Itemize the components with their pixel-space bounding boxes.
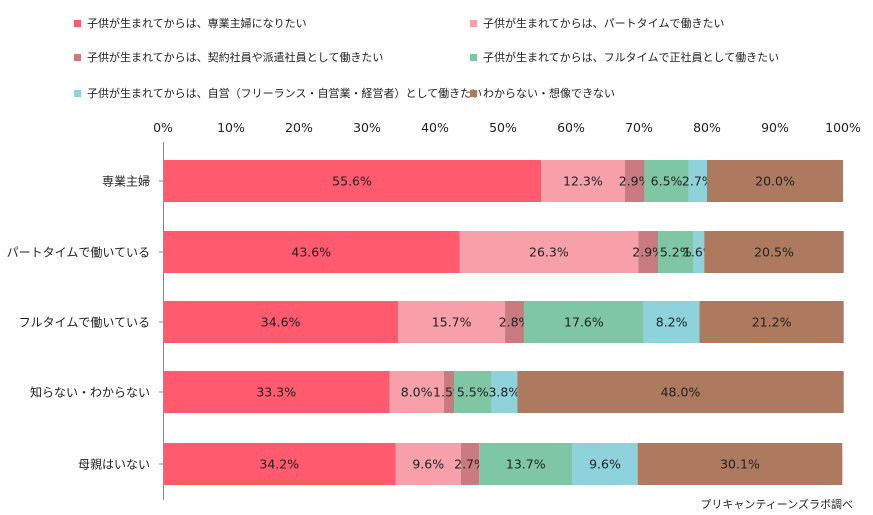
bar-segment (643, 301, 700, 343)
bar-segment (517, 371, 844, 413)
data-label: 2.8% (499, 315, 531, 330)
data-label: 15.7% (432, 315, 472, 330)
x-tick-label: 20% (285, 120, 313, 135)
category-label: 専業主婦 (102, 174, 150, 189)
legend-swatch (74, 19, 81, 27)
bar-segment (395, 443, 461, 485)
data-label: 2.9% (619, 174, 651, 189)
data-label: 8.2% (656, 315, 688, 330)
legend-swatch (470, 89, 477, 97)
bar-segment (624, 160, 645, 202)
data-label: 3.8% (488, 385, 520, 400)
bar-segment (572, 443, 638, 485)
category-label: 知らない・わからない (30, 386, 150, 400)
data-label: 43.6% (291, 245, 331, 260)
legend-item: 子供が生まれてからは、契約社員や派遣社員として働きたい (74, 49, 383, 65)
bar-segment (163, 231, 460, 273)
data-label: 33.3% (256, 385, 296, 400)
legend-swatch (470, 53, 477, 61)
data-label: 9.6% (589, 457, 621, 472)
data-label: 20.5% (754, 245, 794, 260)
x-tick-label: 80% (693, 120, 721, 135)
bar-segment (443, 371, 455, 413)
source-credit: プリキャンティーンズラボ調べ (700, 498, 853, 511)
legend-swatch (74, 89, 81, 97)
x-tick-label: 40% (421, 120, 449, 135)
chart-legend: 子供が生まれてからは、専業主婦になりたい 子供が生まれてからは、パートタイムで働き… (0, 0, 873, 115)
data-label: 26.3% (529, 245, 569, 260)
bar-segment (637, 443, 843, 485)
legend-label: わからない・想像できない (483, 87, 615, 100)
bar-segment (459, 231, 639, 273)
x-tick-label: 50% (489, 120, 517, 135)
bar-segment (163, 443, 396, 485)
category-label: パートタイムで働いている (7, 246, 150, 260)
data-label: 8.0% (401, 385, 433, 400)
data-label: 30.1% (720, 457, 760, 472)
data-label: 34.2% (259, 457, 299, 472)
data-label: 2.9% (632, 245, 664, 260)
bar-segment (163, 160, 542, 202)
bar-segment (704, 231, 844, 273)
legend-item: 子供が生まれてからは、パートタイムで働きたい (470, 15, 724, 31)
legend-item: 子供が生まれてからは、フルタイムで正社員として働きたい (470, 49, 779, 65)
bar-segment (699, 301, 844, 343)
legend-label: 子供が生まれてからは、パートタイムで働きたい (483, 17, 725, 30)
bar-segment (491, 371, 518, 413)
data-label: 48.0% (661, 385, 701, 400)
data-label: 21.2% (752, 315, 792, 330)
legend-label: 子供が生まれてからは、フルタイムで正社員として働きたい (483, 51, 780, 64)
legend-item: 子供が生まれてからは、専業主婦になりたい (74, 15, 307, 31)
bar-segment (524, 301, 644, 343)
bar-segment (505, 301, 525, 343)
bar-segment (389, 371, 444, 413)
legend-label: 子供が生まれてからは、自営（フリーランス・自営業・経営者）として働きたい (87, 87, 483, 100)
x-tick-label: 100% (825, 120, 861, 135)
data-label: 13.7% (506, 457, 546, 472)
x-tick-label: 70% (625, 120, 653, 135)
bar-segment (398, 301, 506, 343)
bar-segment (541, 160, 625, 202)
bar-segment (638, 231, 659, 273)
data-label: 9.6% (412, 457, 444, 472)
x-tick-label: 10% (217, 120, 245, 135)
x-tick-label: 90% (761, 120, 789, 135)
data-label: 17.6% (564, 315, 604, 330)
bar-segment (693, 231, 705, 273)
bar-segment (479, 443, 573, 485)
data-label: 5.5% (457, 385, 489, 400)
bar-segment (454, 371, 492, 413)
legend-item: 子供が生まれてからは、自営（フリーランス・自営業・経営者）として働きたい (74, 85, 482, 101)
bar-segment (163, 301, 399, 343)
bar-segment (658, 231, 694, 273)
bar-segment (163, 371, 390, 413)
data-label: 6.5% (651, 174, 683, 189)
bar-segment (644, 160, 689, 202)
data-label: 55.6% (332, 174, 372, 189)
data-label: 2.7% (454, 457, 486, 472)
bar-segment (707, 160, 843, 202)
x-tick-label: 0% (153, 120, 173, 135)
legend-label: 子供が生まれてからは、専業主婦になりたい (87, 17, 307, 30)
bar-segment (688, 160, 707, 202)
legend-label: 子供が生まれてからは、契約社員や派遣社員として働きたい (87, 51, 384, 64)
category-label: フルタイムで働いている (19, 316, 150, 330)
data-label: 5.2% (660, 245, 692, 260)
bar-segment (460, 443, 480, 485)
x-tick-label: 30% (353, 120, 381, 135)
category-label: 母親はいない (78, 458, 150, 472)
data-label: 34.6% (261, 315, 301, 330)
data-label: 12.3% (563, 174, 603, 189)
legend-swatch (74, 53, 81, 61)
x-tick-label: 60% (557, 120, 585, 135)
legend-item: わからない・想像できない (470, 85, 615, 101)
data-label: 2.7% (682, 174, 714, 189)
legend-swatch (470, 19, 477, 27)
data-label: 20.0% (755, 174, 795, 189)
